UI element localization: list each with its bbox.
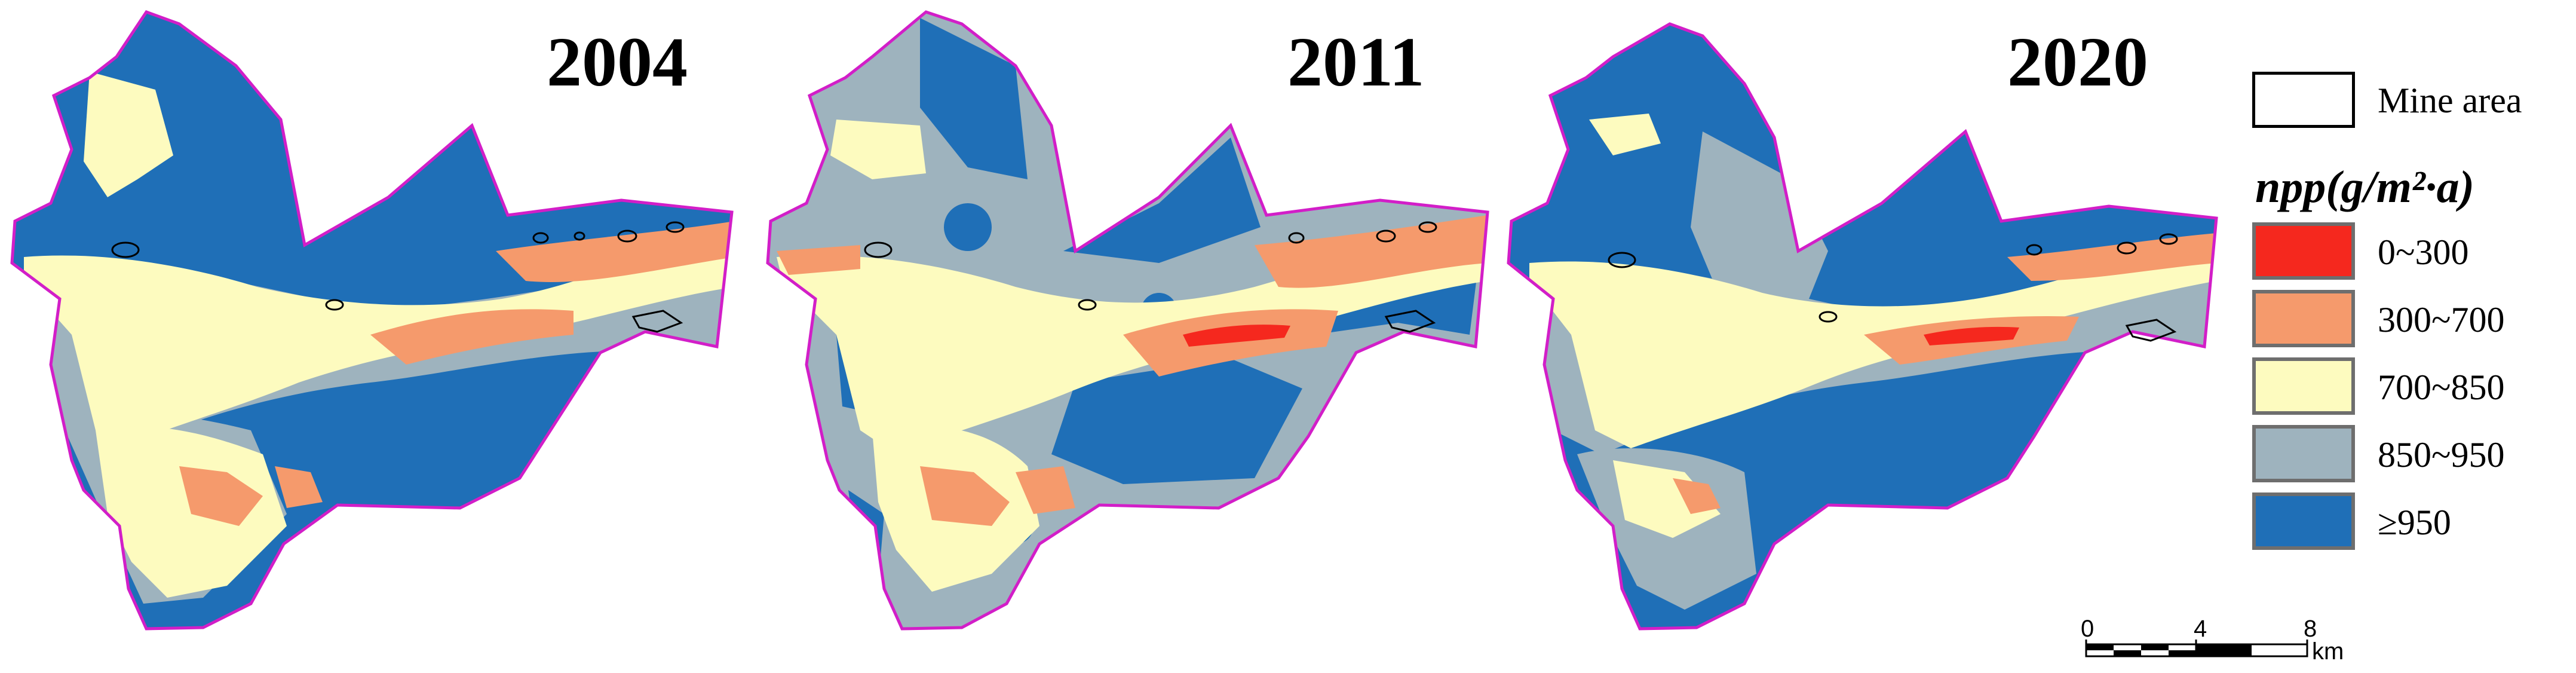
- legend-label-850-950: 850~950: [2378, 435, 2505, 475]
- legend-title: npp(g/m²·a): [2255, 162, 2474, 212]
- scale-tick-0: 0: [2081, 616, 2094, 642]
- mine-area-label: Mine area: [2378, 81, 2522, 120]
- legend-swatch-700-850: [2252, 357, 2355, 415]
- scale-tick-8: 8: [2304, 616, 2317, 642]
- mine-area-outlines: [111, 221, 685, 333]
- legend-label-300-700: 300~700: [2378, 300, 2505, 339]
- map-2004: [10, 10, 734, 631]
- legend-label-950-plus: ≥950: [2378, 503, 2451, 542]
- year-label: 2020: [2007, 23, 2148, 101]
- map-panel-2011: 2011: [741, 0, 1517, 673]
- legend-label-0-300: 0~300: [2378, 233, 2469, 272]
- legend-swatch-950-plus: [2252, 492, 2355, 550]
- map-2020: [1507, 22, 2218, 631]
- mine-area-outlines: [1608, 233, 2178, 342]
- legend-swatch-850-950: [2252, 425, 2355, 482]
- mine-area-swatch: [2252, 72, 2355, 128]
- year-label: 2011: [1287, 23, 1425, 101]
- map-legend: Mine area npp(g/m²·a) 0~300 300~700 700~…: [2252, 66, 2563, 562]
- scale-bar-graphic: [2085, 640, 2308, 657]
- study-area-boundary: [10, 10, 734, 631]
- legend-label-700-850: 700~850: [2378, 368, 2505, 407]
- year-label: 2004: [547, 23, 688, 101]
- scale-tick-4: 4: [2194, 616, 2207, 642]
- legend-swatch-0-300: [2252, 222, 2355, 280]
- study-area-boundary: [1507, 22, 2218, 631]
- scale-unit: km: [2312, 638, 2344, 665]
- legend-swatch-300-700: [2252, 290, 2355, 347]
- map-2011: [766, 10, 1489, 631]
- map-panel-2020: 2020: [1494, 0, 2270, 673]
- map-panel-2004: 2004: [0, 0, 777, 673]
- scale-bar: 0 4 8 km: [2073, 616, 2384, 669]
- study-area-boundary: [766, 10, 1489, 631]
- mine-area-outlines: [864, 221, 1437, 333]
